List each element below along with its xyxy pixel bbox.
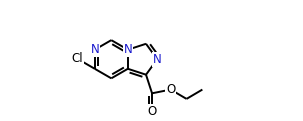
Text: N: N — [153, 53, 161, 66]
Text: Cl: Cl — [71, 52, 83, 65]
Text: N: N — [123, 43, 132, 56]
Text: O: O — [166, 83, 175, 96]
Text: O: O — [148, 105, 157, 117]
Text: N: N — [90, 43, 99, 56]
